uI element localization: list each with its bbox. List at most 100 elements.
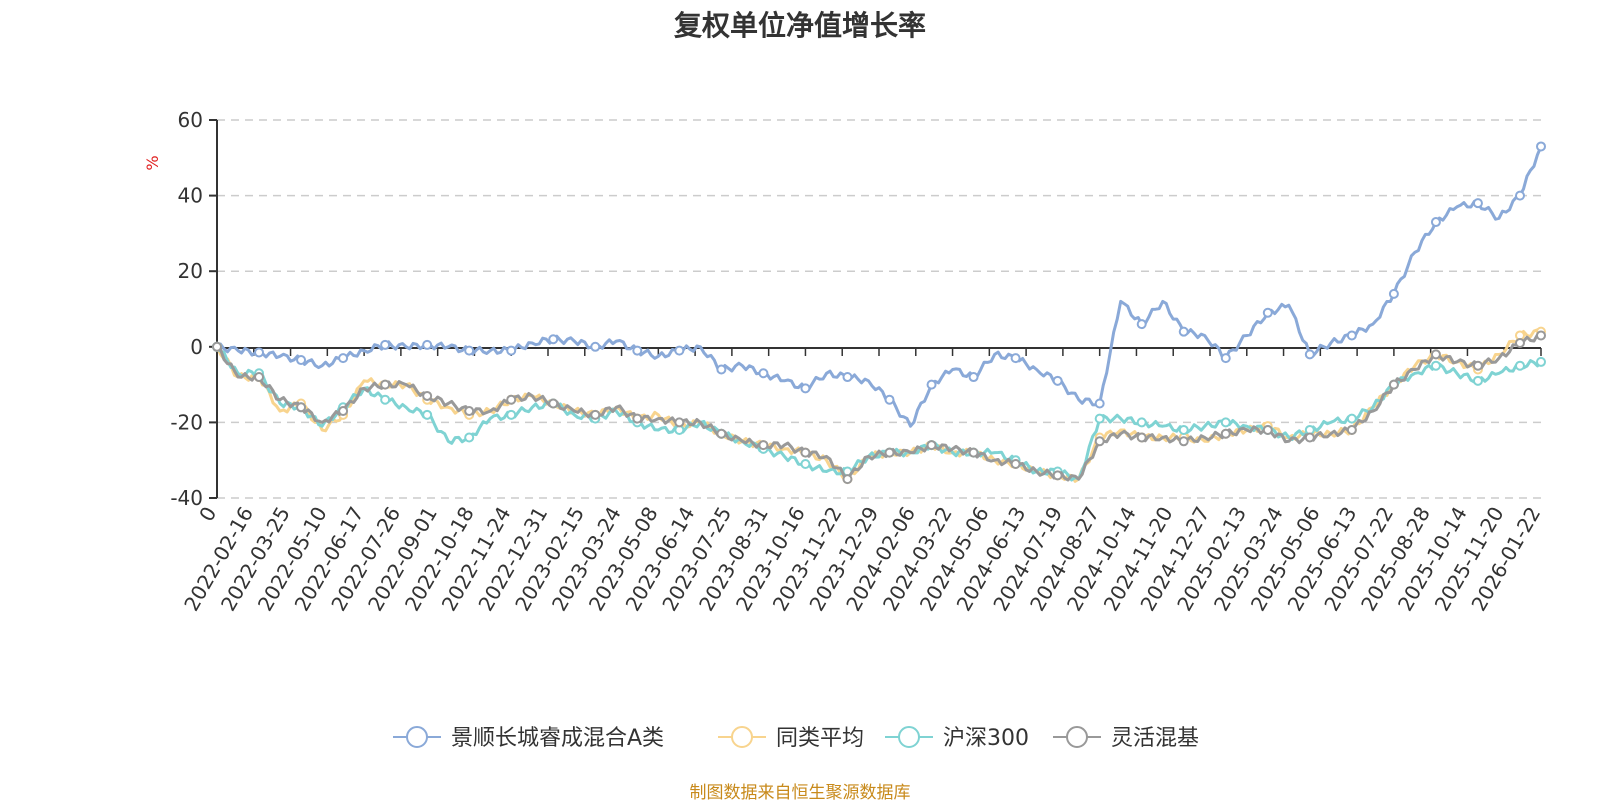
data-point — [758, 440, 769, 451]
data-point — [1094, 398, 1105, 409]
data-point — [716, 428, 727, 439]
data-point — [1472, 360, 1483, 371]
legend-item[interactable]: 景顺长城睿成混合A类 — [393, 726, 664, 751]
data-point — [884, 394, 895, 405]
data-point — [1536, 330, 1546, 341]
data-point — [422, 390, 433, 401]
data-point — [1220, 353, 1231, 364]
y-tick-label: 40 — [178, 184, 203, 208]
data-point — [800, 458, 811, 469]
data-point — [1388, 288, 1399, 299]
y-tick-label: -40 — [170, 486, 203, 510]
data-point — [1514, 190, 1525, 201]
data-point — [1052, 470, 1063, 481]
data-point — [716, 364, 727, 375]
data-point — [548, 398, 559, 409]
data-point — [254, 347, 265, 358]
data-point — [338, 353, 349, 364]
series-line — [216, 333, 1542, 482]
legend-label: 景顺长城睿成混合A类 — [451, 726, 664, 751]
legend-item[interactable]: 灵活混基 — [1053, 726, 1199, 751]
data-point — [1346, 330, 1357, 341]
data-point — [464, 345, 475, 356]
data-point — [800, 383, 811, 394]
data-point — [1094, 436, 1105, 447]
chart-title: 复权单位净值增长率 — [673, 9, 926, 42]
data-point — [1220, 417, 1231, 428]
y-tick-label: 60 — [178, 108, 203, 132]
legend-marker-icon — [898, 726, 920, 748]
legend[interactable]: 景顺长城睿成混合A类 同类平均 沪深300 灵活混基 — [393, 726, 1199, 751]
gridlines — [217, 119, 1541, 499]
data-point — [296, 402, 307, 413]
series-line — [216, 145, 1543, 428]
data-point — [1472, 198, 1483, 209]
data-point — [1136, 417, 1147, 428]
data-point — [926, 440, 937, 451]
data-point — [506, 409, 517, 420]
data-point — [590, 409, 601, 420]
data-point — [1304, 432, 1315, 443]
data-point — [1304, 349, 1315, 360]
data-point — [674, 345, 685, 356]
data-point — [1388, 379, 1399, 390]
data-point — [1430, 217, 1441, 228]
data-point — [632, 345, 643, 356]
data-point — [506, 394, 517, 405]
y-tick-label: 0 — [190, 335, 203, 359]
y-axis-unit-label: % — [143, 155, 162, 170]
data-point — [380, 394, 391, 405]
data-point — [758, 368, 769, 379]
legend-marker-icon — [406, 726, 428, 748]
data-point — [1536, 356, 1546, 367]
data-point — [1010, 458, 1021, 469]
legend-label: 灵活混基 — [1111, 726, 1199, 751]
data-point — [548, 334, 559, 345]
data-point — [1262, 424, 1273, 435]
data-point — [1430, 360, 1441, 371]
data-point — [1430, 349, 1441, 360]
data-point — [1094, 413, 1105, 424]
data-point — [506, 345, 517, 356]
data-point — [1178, 424, 1189, 435]
data-point — [842, 372, 853, 383]
data-point — [842, 474, 853, 485]
data-point — [1472, 375, 1483, 386]
data-point — [1514, 338, 1525, 349]
data-point — [884, 447, 895, 458]
data-point — [1178, 436, 1189, 447]
data-point — [1220, 428, 1231, 439]
legend-marker-icon — [731, 726, 753, 748]
data-point — [800, 447, 811, 458]
data-point — [1178, 326, 1189, 337]
data-point — [1010, 353, 1021, 364]
data-point — [1536, 141, 1546, 152]
data-point — [464, 432, 475, 443]
data-point — [1052, 375, 1063, 386]
data-point — [212, 341, 222, 352]
y-tick-label: 20 — [178, 259, 203, 283]
series-line — [215, 345, 1543, 482]
data-point — [968, 447, 979, 458]
data-point — [296, 355, 307, 366]
data-point — [1514, 360, 1525, 371]
data-point — [632, 413, 643, 424]
legend-label: 同类平均 — [776, 726, 864, 751]
data-point — [674, 417, 685, 428]
data-point — [926, 379, 937, 390]
data-point — [1262, 307, 1273, 318]
data-point — [1346, 413, 1357, 424]
data-point — [1136, 432, 1147, 443]
data-point — [590, 341, 601, 352]
legend-label: 沪深300 — [943, 726, 1029, 751]
axes — [216, 120, 1541, 498]
data-point — [968, 372, 979, 383]
data-point — [380, 379, 391, 390]
source-note: 制图数据来自恒生聚源数据库 — [689, 783, 911, 803]
y-tick-labels: 60 40 20 0 -20 -40 — [170, 108, 217, 510]
legend-item[interactable]: 沪深300 — [885, 726, 1029, 751]
data-point — [338, 406, 349, 417]
data-point — [422, 339, 433, 350]
legend-item[interactable]: 同类平均 — [718, 726, 864, 751]
